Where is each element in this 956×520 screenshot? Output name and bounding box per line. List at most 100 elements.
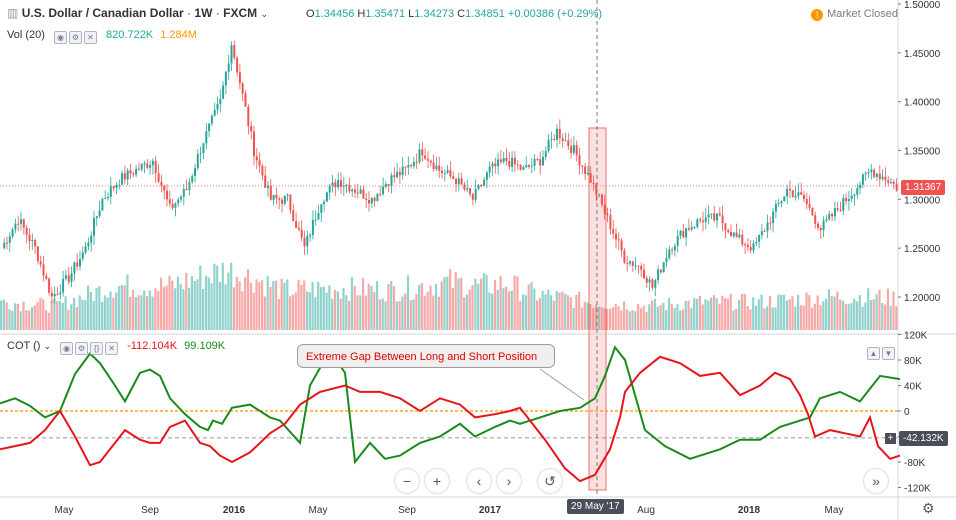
volume-bar bbox=[120, 285, 123, 330]
pane-down-icon[interactable]: ▼ bbox=[882, 347, 895, 360]
candle-body bbox=[861, 174, 864, 185]
candle-body bbox=[659, 269, 662, 273]
candle-body bbox=[28, 234, 31, 241]
candle-body bbox=[121, 173, 124, 185]
scroll-to-end-button[interactable]: » bbox=[864, 469, 888, 493]
candle-body bbox=[236, 57, 239, 73]
candle-body bbox=[140, 163, 143, 170]
candle-body bbox=[892, 182, 895, 184]
reset-chart-button[interactable]: ↺ bbox=[538, 469, 562, 493]
candle-body bbox=[586, 173, 589, 175]
candle-body bbox=[34, 240, 37, 247]
zoom-out-button[interactable]: − bbox=[395, 469, 419, 493]
volume-bar bbox=[14, 303, 17, 330]
candle-body bbox=[544, 150, 547, 157]
symbol-header[interactable]: ▥ U.S. Dollar / Canadian Dollar · 1W · F… bbox=[7, 6, 268, 20]
volume-bar bbox=[850, 303, 853, 330]
chevron-down-icon[interactable]: ⌄ bbox=[43, 341, 52, 351]
volume-bar bbox=[869, 300, 873, 330]
volume-bar bbox=[364, 295, 367, 330]
symbol-dropdown-icon[interactable]: ⌄ bbox=[260, 9, 268, 19]
volume-bar bbox=[594, 304, 598, 330]
low-value: 1.34273 bbox=[414, 8, 455, 20]
candle-body bbox=[875, 173, 878, 177]
volume-bar bbox=[468, 289, 471, 330]
zoom-in-button[interactable]: + bbox=[425, 469, 449, 493]
volume-bar bbox=[356, 295, 359, 330]
cot-long-line bbox=[0, 345, 901, 465]
time-tick-label: Sep bbox=[141, 505, 159, 516]
volume-bar bbox=[255, 279, 258, 330]
candle-body bbox=[174, 203, 177, 208]
candle-body bbox=[6, 242, 8, 244]
pane-controls[interactable]: ▲ ▼ bbox=[867, 341, 897, 360]
candle-body bbox=[513, 158, 516, 165]
volume-bar bbox=[872, 299, 875, 330]
candle-body bbox=[595, 183, 598, 196]
candle-body bbox=[609, 215, 612, 230]
candle-body bbox=[704, 217, 707, 223]
candle-body bbox=[281, 199, 283, 204]
candle-body bbox=[101, 198, 104, 211]
candle-body bbox=[432, 162, 435, 170]
volume-bar bbox=[620, 310, 623, 330]
candle-body bbox=[668, 249, 671, 258]
volume-bar bbox=[370, 286, 373, 330]
scroll-forward-button[interactable]: › bbox=[497, 469, 521, 493]
volume-bar bbox=[858, 295, 861, 330]
candle-body bbox=[292, 210, 295, 222]
volume-bar bbox=[695, 298, 699, 330]
volume-bar bbox=[710, 297, 713, 330]
volume-bar bbox=[266, 276, 269, 330]
volume-bar bbox=[25, 310, 28, 330]
eye-icon[interactable]: ◉ bbox=[53, 31, 67, 44]
candle-body bbox=[547, 139, 550, 151]
volume-bar bbox=[42, 299, 45, 330]
settings-icon[interactable]: ⚙ bbox=[75, 342, 89, 355]
volume-bar bbox=[648, 304, 651, 330]
volume-bar bbox=[87, 285, 90, 330]
eye-icon[interactable]: ◉ bbox=[60, 342, 74, 355]
candle-body bbox=[359, 189, 362, 194]
source-icon[interactable]: {} bbox=[90, 342, 104, 355]
candle-body bbox=[3, 242, 6, 249]
volume-bar bbox=[502, 288, 505, 330]
close-icon[interactable]: ✕ bbox=[105, 342, 119, 355]
candle-body bbox=[744, 244, 747, 246]
time-tick-label: 2018 bbox=[738, 505, 761, 516]
candle-body bbox=[620, 240, 623, 251]
volume-bar bbox=[617, 306, 620, 330]
volume-bars bbox=[0, 262, 898, 330]
crosshair-plus-icon[interactable]: + bbox=[885, 433, 896, 444]
volume-bar bbox=[261, 280, 264, 330]
volume-bar bbox=[182, 289, 185, 330]
volume-bar bbox=[348, 301, 351, 330]
candle-body bbox=[516, 164, 519, 166]
volume-bar bbox=[550, 295, 553, 330]
scroll-back-button[interactable]: ‹ bbox=[467, 469, 491, 493]
candle-body bbox=[309, 235, 312, 237]
cot-legend[interactable]: COT () ⌄ ◉ ⚙{} ✕ -112.104K 99.109K bbox=[7, 340, 225, 355]
close-icon[interactable]: ✕ bbox=[83, 31, 97, 44]
settings-icon[interactable]: ⚙ bbox=[68, 31, 82, 44]
volume-bar bbox=[210, 283, 213, 330]
volume-bar bbox=[507, 291, 511, 330]
candle-body bbox=[502, 158, 505, 162]
volume-legend[interactable]: Vol (20) ◉ ⚙ ✕ 820.722K 1.284M bbox=[7, 29, 197, 44]
candle-body bbox=[732, 232, 735, 237]
volume-ma-value: 1.284M bbox=[160, 29, 197, 41]
candle-body bbox=[763, 231, 766, 233]
gear-icon[interactable]: ⚙ bbox=[922, 500, 935, 516]
candle-body bbox=[340, 179, 342, 187]
candle-body bbox=[182, 188, 185, 197]
candle-body bbox=[575, 145, 578, 156]
candle-body bbox=[794, 195, 797, 198]
pane-up-icon[interactable]: ▲ bbox=[867, 347, 880, 360]
volume-bar bbox=[639, 308, 642, 330]
time-tick-label: 2016 bbox=[223, 505, 246, 516]
candle-body bbox=[95, 216, 98, 218]
annotation-callout[interactable]: Extreme Gap Between Long and Short Posit… bbox=[297, 344, 555, 368]
candle-body bbox=[808, 203, 811, 208]
candle-body bbox=[584, 166, 587, 174]
